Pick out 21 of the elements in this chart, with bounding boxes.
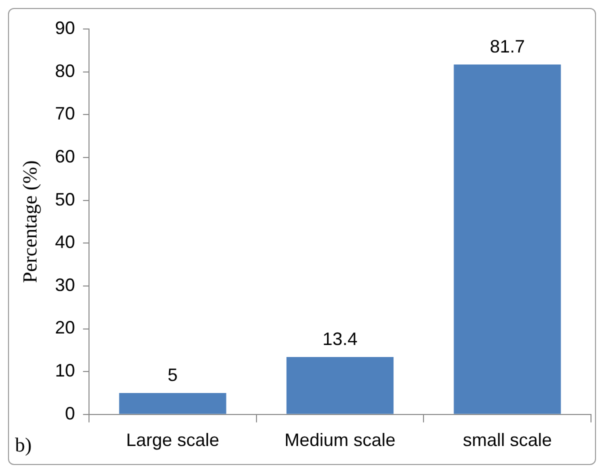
y-tick-label: 30 <box>54 274 76 295</box>
y-tick-label: 70 <box>54 104 76 124</box>
y-tick-label: 90 <box>54 18 76 38</box>
y-tick-label: 50 <box>54 189 76 210</box>
bar <box>454 64 561 414</box>
bar <box>119 392 226 414</box>
bar <box>286 357 394 414</box>
y-tick-label: 10 <box>54 360 76 381</box>
y-axis-title: Percentage (%) <box>19 160 42 284</box>
data-label: 13.4 <box>322 328 358 349</box>
data-label: 81.7 <box>490 36 525 57</box>
y-tick-label: 20 <box>54 318 76 338</box>
x-tick-label: small scale <box>462 430 552 450</box>
x-tick-label: Medium scale <box>284 430 396 450</box>
text: b) <box>15 434 32 456</box>
y-tick-label: 40 <box>54 232 76 252</box>
y-tick-label: 80 <box>54 60 76 81</box>
y-tick-label: 60 <box>54 146 76 166</box>
y-tick-label: 0 <box>65 403 76 424</box>
data-label: 5 <box>168 364 178 385</box>
x-tick-label: Large scale <box>126 430 220 450</box>
